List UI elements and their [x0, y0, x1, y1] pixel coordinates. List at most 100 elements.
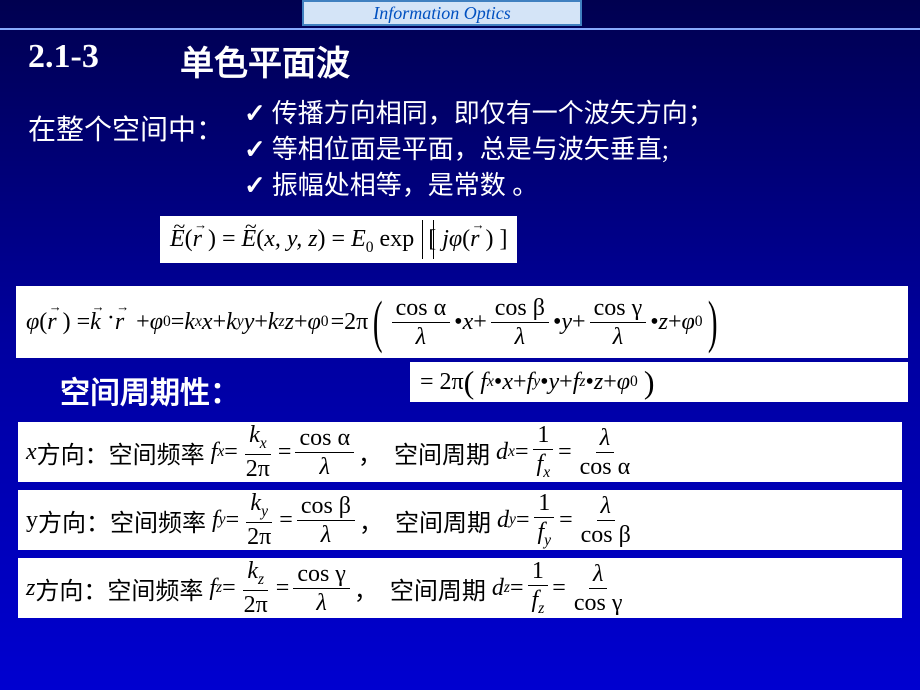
math-sym: = 2π [420, 369, 464, 396]
dir-prefix: x [26, 439, 37, 466]
section-title: 单色平面波 [180, 36, 350, 85]
dir-label: 方向：空间频率 [38, 503, 206, 538]
math-sub: x [260, 435, 267, 452]
math-sym: r [470, 226, 479, 253]
math-num: λ [596, 426, 614, 453]
math-sym: z [594, 369, 603, 396]
equation-row-x: x方向：空间频率 fx = kx2π = cos αλ ， 空间周期 dx = … [18, 422, 902, 482]
math-num: cos β [491, 296, 549, 323]
math-sym: k [90, 309, 101, 336]
period-label: 空间周期 [394, 435, 490, 470]
math-sym: r [193, 226, 202, 253]
check-icon: ✓ [244, 135, 266, 164]
math-num: cos α [392, 296, 451, 323]
period-label: 空间周期 [395, 503, 491, 538]
math-sym: k [247, 558, 258, 584]
math-sub: z [504, 579, 510, 597]
math-sym: y [549, 369, 560, 396]
equation-freq: = 2π ( fx•x + fy•y + fz•z + φ0 ) [410, 362, 908, 402]
math-den: λ [312, 589, 330, 615]
check-icon: ✓ [244, 171, 266, 200]
math-sym: φ [26, 309, 39, 336]
math-den: cos β [577, 521, 635, 547]
math-sub: 0 [630, 373, 638, 391]
math-num: 1 [534, 491, 554, 518]
math-den: 2π [240, 591, 272, 617]
dir-prefix: z [26, 575, 35, 602]
equation-row-z: z方向：空间频率 fz = kz2π = cos γλ ， 空间周期 dz = … [18, 558, 902, 618]
check-icon: ✓ [244, 99, 266, 128]
math-num: cos γ [293, 562, 350, 589]
math-sym: φ [449, 226, 462, 252]
math-sym: j [442, 226, 449, 252]
math-sub: y [261, 503, 268, 520]
dir-prefix: y [26, 507, 38, 534]
math-sym: x [202, 309, 213, 336]
math-sym: φ [308, 309, 321, 336]
math-sym: d [496, 439, 508, 466]
math-sym: E [170, 226, 185, 253]
bullet-item: ✓传播方向相同，即仅有一个波矢方向； [244, 96, 714, 132]
math-sym: d [497, 507, 509, 534]
math-sym: y [244, 309, 255, 336]
math-sym: φ [682, 309, 695, 336]
section-number: 2.1-3 [28, 38, 99, 76]
bullet-item: ✓等相位面是平面，总是与波矢垂直; [244, 132, 714, 168]
math-den: cos α [576, 453, 635, 479]
math-sym: r [47, 309, 56, 336]
equation-field: E(r ) = E(x, y, z) = E0 exp [ jφ(r ) ] [160, 216, 517, 263]
math-den: 2π [242, 455, 274, 481]
math-sym: k [184, 309, 195, 336]
math-sym: f [209, 575, 216, 602]
math-sub: 0 [163, 313, 171, 331]
math-num: cos β [297, 494, 355, 521]
math-num: cos α [295, 426, 354, 453]
equation-phase: φ(r ) = k ·r + φ0 = kxx + kyy + kzz + φ0… [16, 286, 908, 358]
math-num: 1 [533, 423, 553, 450]
math-sym: z [285, 309, 294, 336]
spatial-heading: 空间周期性： [60, 368, 240, 412]
math-num: 1 [528, 559, 548, 586]
math-sub: y [509, 511, 516, 529]
math-num: cos γ [590, 296, 647, 323]
math-sub: 0 [321, 313, 329, 331]
math-sym: d [492, 575, 504, 602]
dir-label: 方向：空间频率 [35, 571, 203, 606]
comma: ， [358, 435, 382, 470]
math-sub: z [216, 579, 222, 597]
comma: ， [359, 503, 383, 538]
bullet-text: 振幅处相等，是常数 。 [272, 171, 539, 200]
math-sym: φ [617, 369, 630, 396]
math-sub: y [219, 511, 226, 529]
math-sub: y [544, 532, 551, 549]
dir-label: 方向：空间频率 [37, 435, 205, 470]
math-den: λ [317, 521, 335, 547]
math-sym: f [212, 507, 219, 534]
math-sym: f [480, 369, 487, 396]
math-sym: k [250, 490, 261, 516]
header-banner: Information Optics [302, 0, 582, 26]
math-sym: x [502, 369, 513, 396]
bullet-item: ✓振幅处相等，是常数 。 [244, 168, 714, 204]
math-den: λ [412, 323, 430, 349]
math-sym: r [115, 309, 124, 336]
equation-row-y: y方向：空间频率 fy = ky2π = cos βλ ， 空间周期 dy = … [18, 490, 902, 550]
math-sub: z [538, 600, 544, 617]
bullet-text: 等相位面是平面，总是与波矢垂直; [272, 135, 669, 164]
math-sym: k [268, 309, 279, 336]
math-sym: 2π [344, 309, 368, 336]
period-label: 空间周期 [390, 571, 486, 606]
math-sub: x [543, 464, 550, 481]
math-sym: k [226, 309, 237, 336]
math-sub: 0 [366, 239, 374, 256]
math-sym: k [249, 422, 260, 448]
math-sub: z [258, 571, 264, 588]
math-fn: exp [380, 226, 415, 252]
math-num: λ [597, 494, 615, 521]
math-den: λ [609, 323, 627, 349]
math-num: λ [589, 562, 607, 589]
comma: ， [354, 571, 378, 606]
math-sub: x [508, 443, 515, 461]
math-sub: x [217, 443, 224, 461]
math-den: λ [511, 323, 529, 349]
